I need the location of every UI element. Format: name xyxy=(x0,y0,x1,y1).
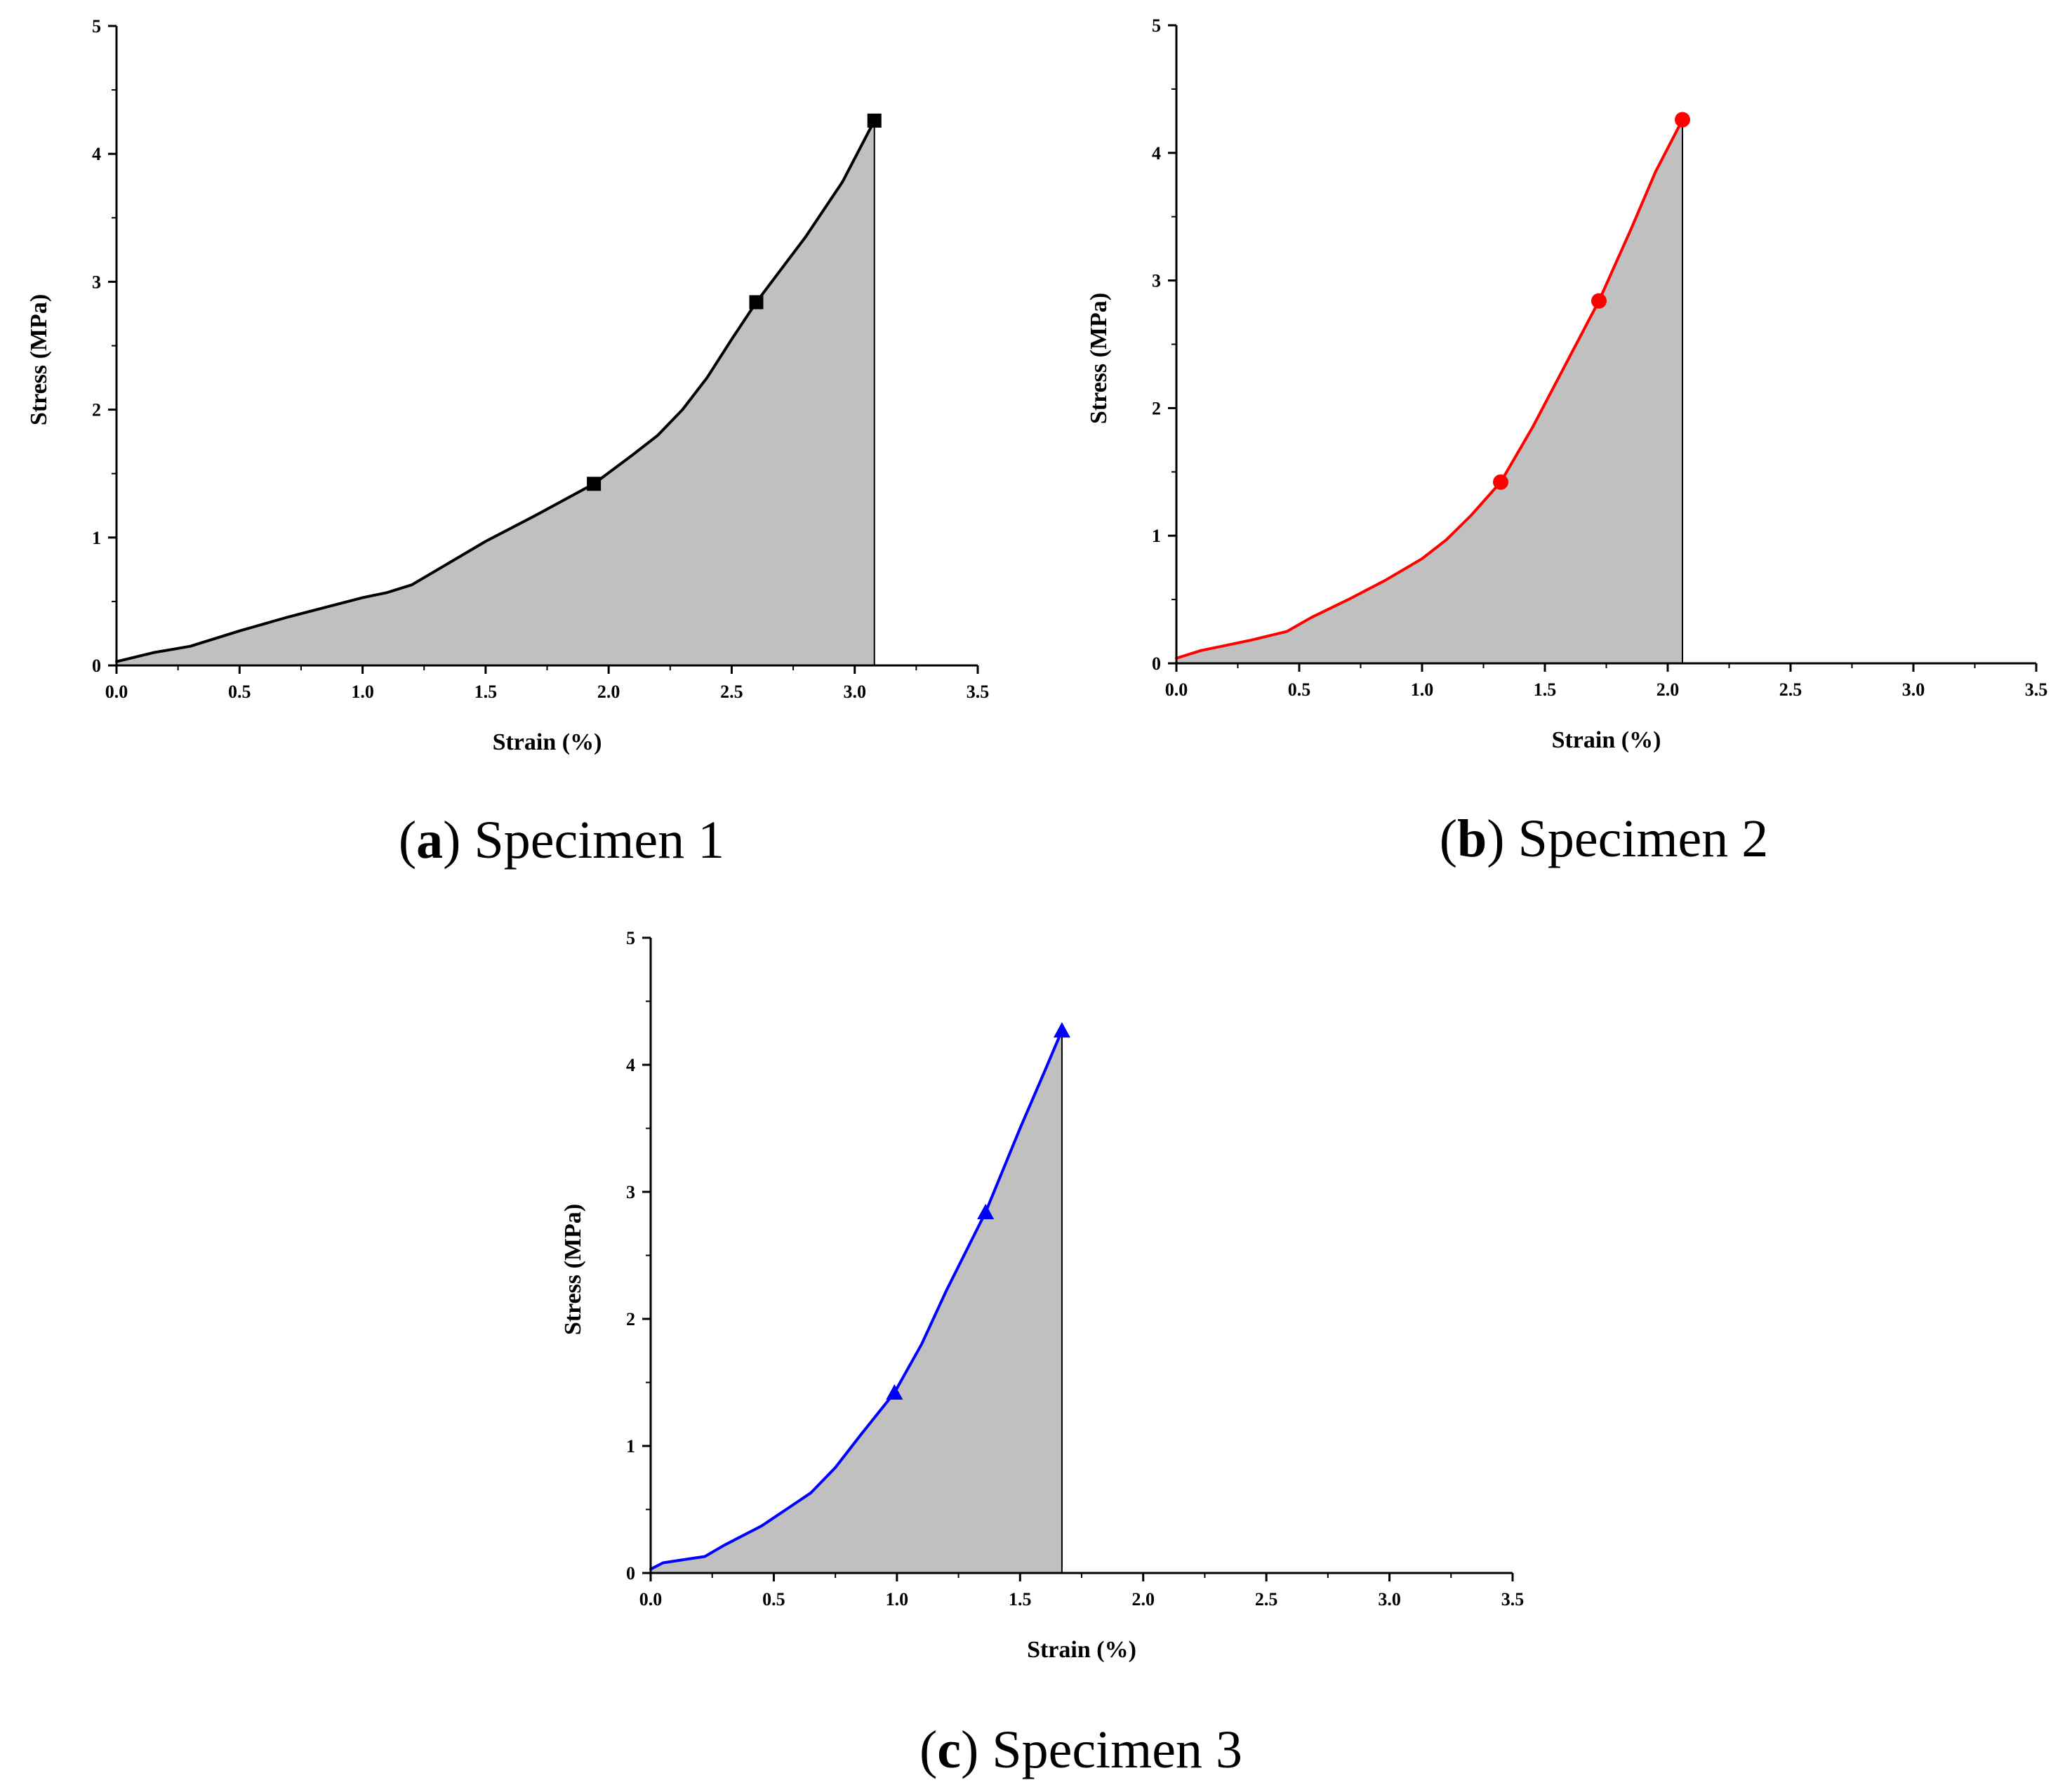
y-tick-label: 0 xyxy=(92,656,101,676)
series-line-1 xyxy=(115,119,876,663)
x-tick-label: 1.0 xyxy=(1411,679,1434,700)
caption-letter: c xyxy=(937,1720,961,1779)
caption-paren-close: ) xyxy=(1487,809,1504,868)
x-tick-label: 3.0 xyxy=(1378,1589,1401,1610)
x-tick-label: 3.5 xyxy=(2025,679,2048,700)
x-axis-title: Strain (%) xyxy=(493,729,602,755)
x-tick-label: 1.5 xyxy=(1534,679,1557,700)
x-tick-label: 0.5 xyxy=(1288,679,1311,700)
caption-paren-open: ( xyxy=(1440,809,1457,868)
caption-paren-close: ) xyxy=(443,811,460,870)
chart-panel-3: 0.0 0.5 1.0 1.5 2.0 2.5 3.0 3.5 0 1 2 3 4 5 Strain (%)… xyxy=(560,928,1524,1779)
panel-caption: (b) Specimen 2 xyxy=(1440,809,1769,868)
caption-text: Specimen 3 xyxy=(978,1720,1242,1779)
x-tick-label: 2.0 xyxy=(1656,679,1680,700)
x-axis-title: Strain (%) xyxy=(1027,1637,1136,1663)
data-point-marker-1 xyxy=(1493,474,1508,490)
x-tick-label: 3.0 xyxy=(1902,679,1925,700)
x-tick-label: 0.0 xyxy=(1165,679,1188,700)
x-tick-label: 2.0 xyxy=(597,682,620,702)
data-point-marker-3 xyxy=(867,113,882,128)
caption-paren-close: ) xyxy=(961,1720,978,1779)
y-tick-label: 3 xyxy=(92,272,101,292)
x-axis-title: Strain (%) xyxy=(1552,727,1661,753)
x-tick-label: 3.5 xyxy=(967,682,990,702)
y-tick-label: 1 xyxy=(626,1436,635,1456)
chart-panel-1: 0.0 0.5 1.0 1.5 2.0 2.5 3.0 3.5 0 1 2 3 4 5 Strain (%)… xyxy=(26,16,989,870)
caption-letter: b xyxy=(1457,809,1487,868)
x-tick-label: 1.5 xyxy=(1009,1589,1032,1610)
data-point-marker-3 xyxy=(1675,112,1690,128)
y-tick-label: 4 xyxy=(626,1055,635,1075)
y-tick-label: 2 xyxy=(1152,398,1161,418)
y-tick-label: 3 xyxy=(1152,271,1161,291)
caption-text: Specimen 2 xyxy=(1505,809,1769,868)
x-tick-label: 3.0 xyxy=(843,682,866,702)
y-axis-title: Stress (MPa) xyxy=(26,294,52,425)
area-fill-series-1 xyxy=(1176,119,1682,664)
x-tick-label: 0.5 xyxy=(762,1589,785,1610)
y-tick-label: 0 xyxy=(1152,653,1161,674)
y-axis-title: Stress (MPa) xyxy=(560,1204,586,1335)
x-tick-label: 2.5 xyxy=(1779,679,1802,700)
data-point-marker-2 xyxy=(977,1203,995,1219)
x-tick-label: 1.5 xyxy=(474,682,498,702)
area-fill-series-1 xyxy=(651,1030,1062,1573)
chart-panel-2: 0.0 0.5 1.0 1.5 2.0 2.5 3.0 3.5 0 1 2 3 4 5 Strain (%)… xyxy=(1086,15,2047,868)
x-tick-label: 2.0 xyxy=(1131,1589,1155,1610)
caption-paren-open: ( xyxy=(919,1720,937,1779)
data-point-marker-3 xyxy=(1053,1022,1070,1038)
series-line-1 xyxy=(1175,118,1684,660)
y-tick-label: 3 xyxy=(626,1182,635,1202)
area-fill-series-1 xyxy=(117,120,875,665)
y-tick-label: 5 xyxy=(626,928,635,948)
data-point-marker-1 xyxy=(886,1383,903,1400)
x-tick-label: 1.0 xyxy=(886,1589,909,1610)
series-line-1 xyxy=(649,1029,1063,1571)
x-tick-label: 2.5 xyxy=(720,682,743,702)
caption-paren-open: ( xyxy=(399,811,416,870)
y-axis-title: Stress (MPa) xyxy=(1086,293,1112,424)
x-tick-label: 0.0 xyxy=(639,1589,663,1610)
x-tick-label: 0.0 xyxy=(105,682,128,702)
x-tick-label: 1.0 xyxy=(351,682,374,702)
data-point-marker-2 xyxy=(1591,293,1607,309)
panel-caption: (c) Specimen 3 xyxy=(919,1720,1242,1779)
panel-caption: (a) Specimen 1 xyxy=(399,811,724,870)
caption-text: Specimen 1 xyxy=(460,811,724,870)
y-tick-label: 4 xyxy=(1152,143,1161,164)
data-point-marker-1 xyxy=(587,477,602,491)
y-tick-label: 0 xyxy=(626,1563,635,1584)
x-tick-label: 3.5 xyxy=(1501,1589,1525,1610)
y-tick-label: 5 xyxy=(92,16,101,36)
y-tick-label: 1 xyxy=(1152,526,1161,546)
x-tick-label: 0.5 xyxy=(228,682,251,702)
y-tick-label: 2 xyxy=(626,1309,635,1329)
caption-letter: a xyxy=(416,811,443,870)
y-tick-label: 1 xyxy=(92,528,101,548)
y-tick-label: 2 xyxy=(92,400,101,420)
y-tick-label: 5 xyxy=(1152,15,1161,36)
data-point-marker-2 xyxy=(749,295,764,310)
y-tick-label: 4 xyxy=(92,144,101,164)
x-tick-label: 2.5 xyxy=(1255,1589,1278,1610)
